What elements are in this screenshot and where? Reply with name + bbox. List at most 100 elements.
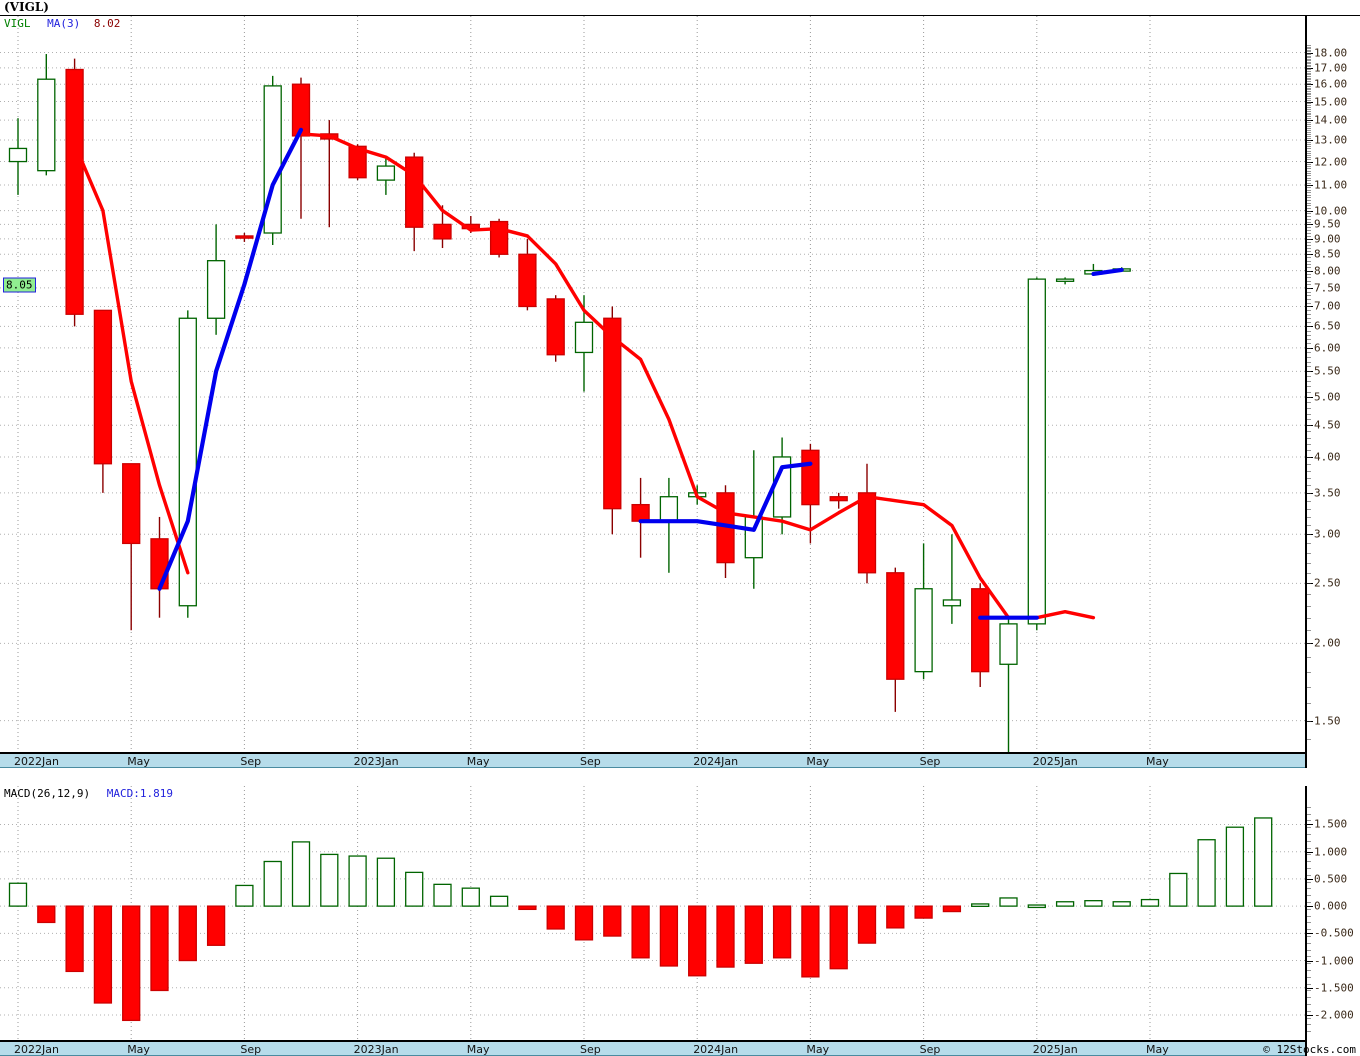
macd-axis-minor-tick: [1307, 908, 1311, 910]
price-axis-minor-tick: [1307, 127, 1311, 129]
price-axis-tick-label: 14.00: [1314, 113, 1348, 127]
macd-axis-minor-tick: [1307, 949, 1311, 951]
price-axis-minor-tick: [1307, 80, 1311, 82]
price-axis-minor-tick: [1307, 96, 1311, 98]
price-axis-minor-tick: [1307, 235, 1311, 237]
price-axis-minor-tick: [1307, 318, 1311, 320]
macd-axis-tick-label: -1.500: [1314, 981, 1354, 995]
price-axis-minor-tick: [1307, 118, 1311, 120]
price-axis-minor-tick: [1307, 182, 1311, 184]
price-axis-minor-tick: [1307, 168, 1311, 170]
price-axis-minor-tick: [1307, 91, 1311, 92]
price-axis-minor-tick: [1307, 326, 1311, 328]
macd-y-axis: 1.500 1.000 0.500 0.000 -0.500 -1.000 -1.500 -2…: [1305, 786, 1360, 1056]
price-axis-minor-tick: [1307, 431, 1311, 433]
price-axis-minor-tick: [1307, 280, 1311, 282]
price-axis-minor-tick: [1307, 357, 1311, 359]
macd-axis-tick-label: -1.000: [1314, 954, 1354, 968]
price-axis-minor-tick: [1307, 230, 1311, 232]
price-legend-symbol: VIGL: [4, 17, 31, 30]
price-date-tick-label: 2023Jan: [353, 755, 399, 768]
price-axis-minor-tick: [1307, 492, 1311, 494]
macd-axis-minor-tick: [1307, 888, 1311, 890]
price-axis-minor-tick: [1307, 74, 1311, 76]
price-axis-minor-tick: [1307, 450, 1311, 452]
price-axis-minor-tick: [1307, 105, 1311, 107]
price-axis-minor-tick: [1307, 106, 1311, 108]
macd-axis-minor-tick: [1307, 806, 1311, 808]
price-axis-minor-tick: [1307, 85, 1311, 87]
macd-axis-minor-tick: [1307, 1017, 1311, 1019]
price-axis-minor-tick: [1307, 58, 1311, 60]
price-axis-minor-tick: [1307, 470, 1311, 472]
price-axis-minor-tick: [1307, 516, 1311, 518]
macd-axis-tick-mark: [1307, 933, 1313, 935]
price-plot-area[interactable]: [0, 16, 1305, 768]
macd-axis-minor-tick: [1307, 840, 1311, 842]
macd-axis-minor-tick: [1307, 881, 1311, 883]
price-axis-tick-label: 5.50: [1314, 364, 1341, 378]
price-axis-minor-tick: [1307, 371, 1311, 373]
price-axis-minor-tick: [1307, 66, 1311, 68]
price-axis-minor-tick: [1307, 64, 1311, 66]
macd-axis-minor-tick: [1307, 990, 1311, 992]
macd-date-axis: 2022Jan May Sep 2023Jan May Sep 2024Jan May Sep 2…: [0, 1040, 1305, 1056]
price-axis-minor-tick: [1307, 456, 1311, 458]
macd-axis-minor-tick: [1307, 813, 1311, 815]
macd-axis-minor-tick: [1307, 970, 1311, 972]
price-axis-tick-label: 9.00: [1314, 232, 1341, 246]
price-axis-minor-tick: [1307, 207, 1311, 209]
price-axis-minor-tick: [1307, 330, 1311, 332]
price-axis-minor-tick: [1307, 352, 1311, 354]
macd-axis-tick-mark: [1307, 987, 1313, 989]
price-axis-minor-tick: [1307, 485, 1311, 487]
price-axis-minor-tick: [1307, 69, 1311, 71]
price-axis-minor-tick: [1307, 210, 1311, 212]
price-axis-minor-tick: [1307, 605, 1311, 607]
price-axis-tick-label: 5.00: [1314, 390, 1341, 404]
price-axis-minor-tick: [1307, 314, 1311, 316]
price-axis-minor-tick: [1307, 189, 1311, 191]
price-axis-minor-tick: [1307, 45, 1311, 47]
macd-axis-minor-tick: [1307, 820, 1311, 822]
macd-date-tick-label: Sep: [919, 1043, 941, 1056]
price-axis-minor-tick: [1307, 146, 1311, 148]
price-axis-minor-tick: [1307, 194, 1311, 196]
macd-legend-label: MACD(26,12,9): [4, 787, 91, 800]
price-axis-minor-tick: [1307, 671, 1311, 673]
price-axis-minor-tick: [1307, 287, 1311, 289]
macd-axis-minor-tick: [1307, 861, 1311, 863]
price-axis-tick-label: 18.00: [1314, 46, 1348, 60]
price-axis-tick-label: 11.00: [1314, 178, 1348, 192]
price-axis-minor-tick: [1307, 232, 1311, 234]
price-axis-minor-tick: [1307, 202, 1311, 204]
price-axis-minor-tick: [1307, 251, 1311, 253]
price-axis-tick-label: 9.50: [1314, 217, 1341, 231]
macd-axis-minor-tick: [1307, 983, 1311, 985]
price-axis-minor-tick: [1307, 508, 1311, 510]
price-axis-minor-tick: [1307, 112, 1311, 114]
price-axis-minor-tick: [1307, 263, 1311, 265]
price-axis-minor-tick: [1307, 135, 1311, 137]
price-axis-minor-tick: [1307, 94, 1311, 96]
macd-axis-minor-tick: [1307, 976, 1311, 978]
price-axis-tick-label: 7.50: [1314, 281, 1341, 295]
price-axis-minor-tick: [1307, 703, 1311, 705]
macd-axis-tick-mark: [1307, 960, 1313, 962]
macd-plot-area[interactable]: [0, 786, 1305, 1040]
price-candlestick-svg: [0, 16, 1305, 760]
price-axis-minor-tick: [1307, 122, 1311, 124]
price-axis-minor-tick: [1307, 173, 1311, 174]
price-axis-minor-tick: [1307, 48, 1311, 50]
macd-axis-tick-mark: [1307, 906, 1313, 908]
price-axis-tick-label: 13.00: [1314, 133, 1348, 147]
price-axis-minor-tick: [1307, 437, 1311, 439]
price-axis-minor-tick: [1307, 205, 1311, 207]
macd-date-tick-label: Sep: [240, 1043, 262, 1056]
price-date-tick-label: 2025Jan: [1032, 755, 1078, 768]
price-date-tick-label: May: [466, 755, 490, 768]
price-axis-minor-tick: [1307, 218, 1311, 220]
macd-date-tick-label: 2025Jan: [1032, 1043, 1078, 1056]
price-axis-minor-tick: [1307, 583, 1311, 585]
